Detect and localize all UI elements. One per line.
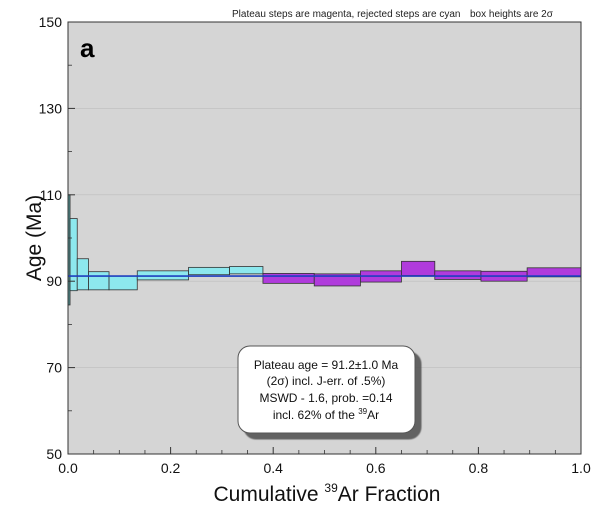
rejected-step-box — [188, 266, 230, 276]
x-tick-label: 1.0 — [571, 460, 591, 476]
x-tick-label: 0.8 — [469, 460, 489, 476]
annotation-line-4-post: Ar — [367, 408, 379, 422]
y-axis-title: Age (Ma) — [23, 195, 46, 281]
rejected-step-box — [229, 266, 264, 275]
rejected-step-box — [69, 218, 78, 292]
box-heights-note-text: box heights are 2 — [470, 9, 547, 20]
annotation-line-4-pre: incl. 62% of the — [273, 408, 358, 422]
y-tick-label: 50 — [46, 446, 62, 462]
annotation-line-4-superscript: 39 — [358, 407, 367, 416]
steps-note: Plateau steps are magenta, rejected step… — [232, 9, 460, 20]
plateau-step-box — [262, 273, 315, 284]
annotation-box — [237, 345, 416, 434]
annotation-line-2: (2σ) incl. J-err. of .5%) — [267, 374, 386, 388]
x-axis-title-pre: Cumulative — [214, 483, 325, 506]
y-tick-label: 130 — [39, 100, 63, 116]
y-tick-label: 90 — [46, 273, 62, 289]
annotation-line-2-post: ) incl. J-err. of .5%) — [285, 374, 386, 388]
rejected-step-box — [88, 271, 110, 291]
plateau-step-box — [434, 270, 482, 280]
annotation-line-3: MSWD - 1.6, prob. =0.14 — [259, 391, 392, 405]
rejected-step-box — [108, 275, 138, 291]
y-axis-ticks: 50 70 90 110 130 150 — [39, 14, 75, 462]
box-heights-note-sigma: σ — [547, 9, 554, 20]
annotation-line-1: Plateau age = 91.2±1.0 Ma — [254, 358, 399, 372]
x-axis-title-superscript: 39 — [324, 481, 338, 495]
panel-label: a — [80, 33, 95, 63]
plateau-step-box — [401, 260, 436, 276]
box-heights-note: box heights are 2σ — [470, 9, 554, 20]
y-tick-label: 150 — [39, 14, 63, 30]
x-tick-label: 0.0 — [58, 460, 78, 476]
x-tick-label: 0.6 — [366, 460, 386, 476]
x-axis-title-post: Ar Fraction — [338, 483, 441, 506]
plateau-annotation: Plateau age = 91.2±1.0 Ma (2σ) incl. J-e… — [237, 345, 416, 434]
y-tick-label: 110 — [40, 187, 63, 203]
x-axis-ticks: 0.0 0.2 0.4 0.6 0.8 1.0 — [58, 447, 591, 476]
x-tick-label: 0.4 — [263, 460, 283, 476]
x-tick-label: 0.2 — [161, 460, 181, 476]
rejected-step-box — [76, 258, 89, 291]
x-axis-title: Cumulative 39Ar Fraction — [214, 481, 441, 506]
annotation-line-4: incl. 62% of the 39Ar — [273, 407, 379, 422]
annotation-line-2-pre: (2 — [267, 374, 278, 388]
y-tick-label: 70 — [46, 360, 62, 376]
annotation-line-2-sigma: σ — [277, 374, 285, 388]
